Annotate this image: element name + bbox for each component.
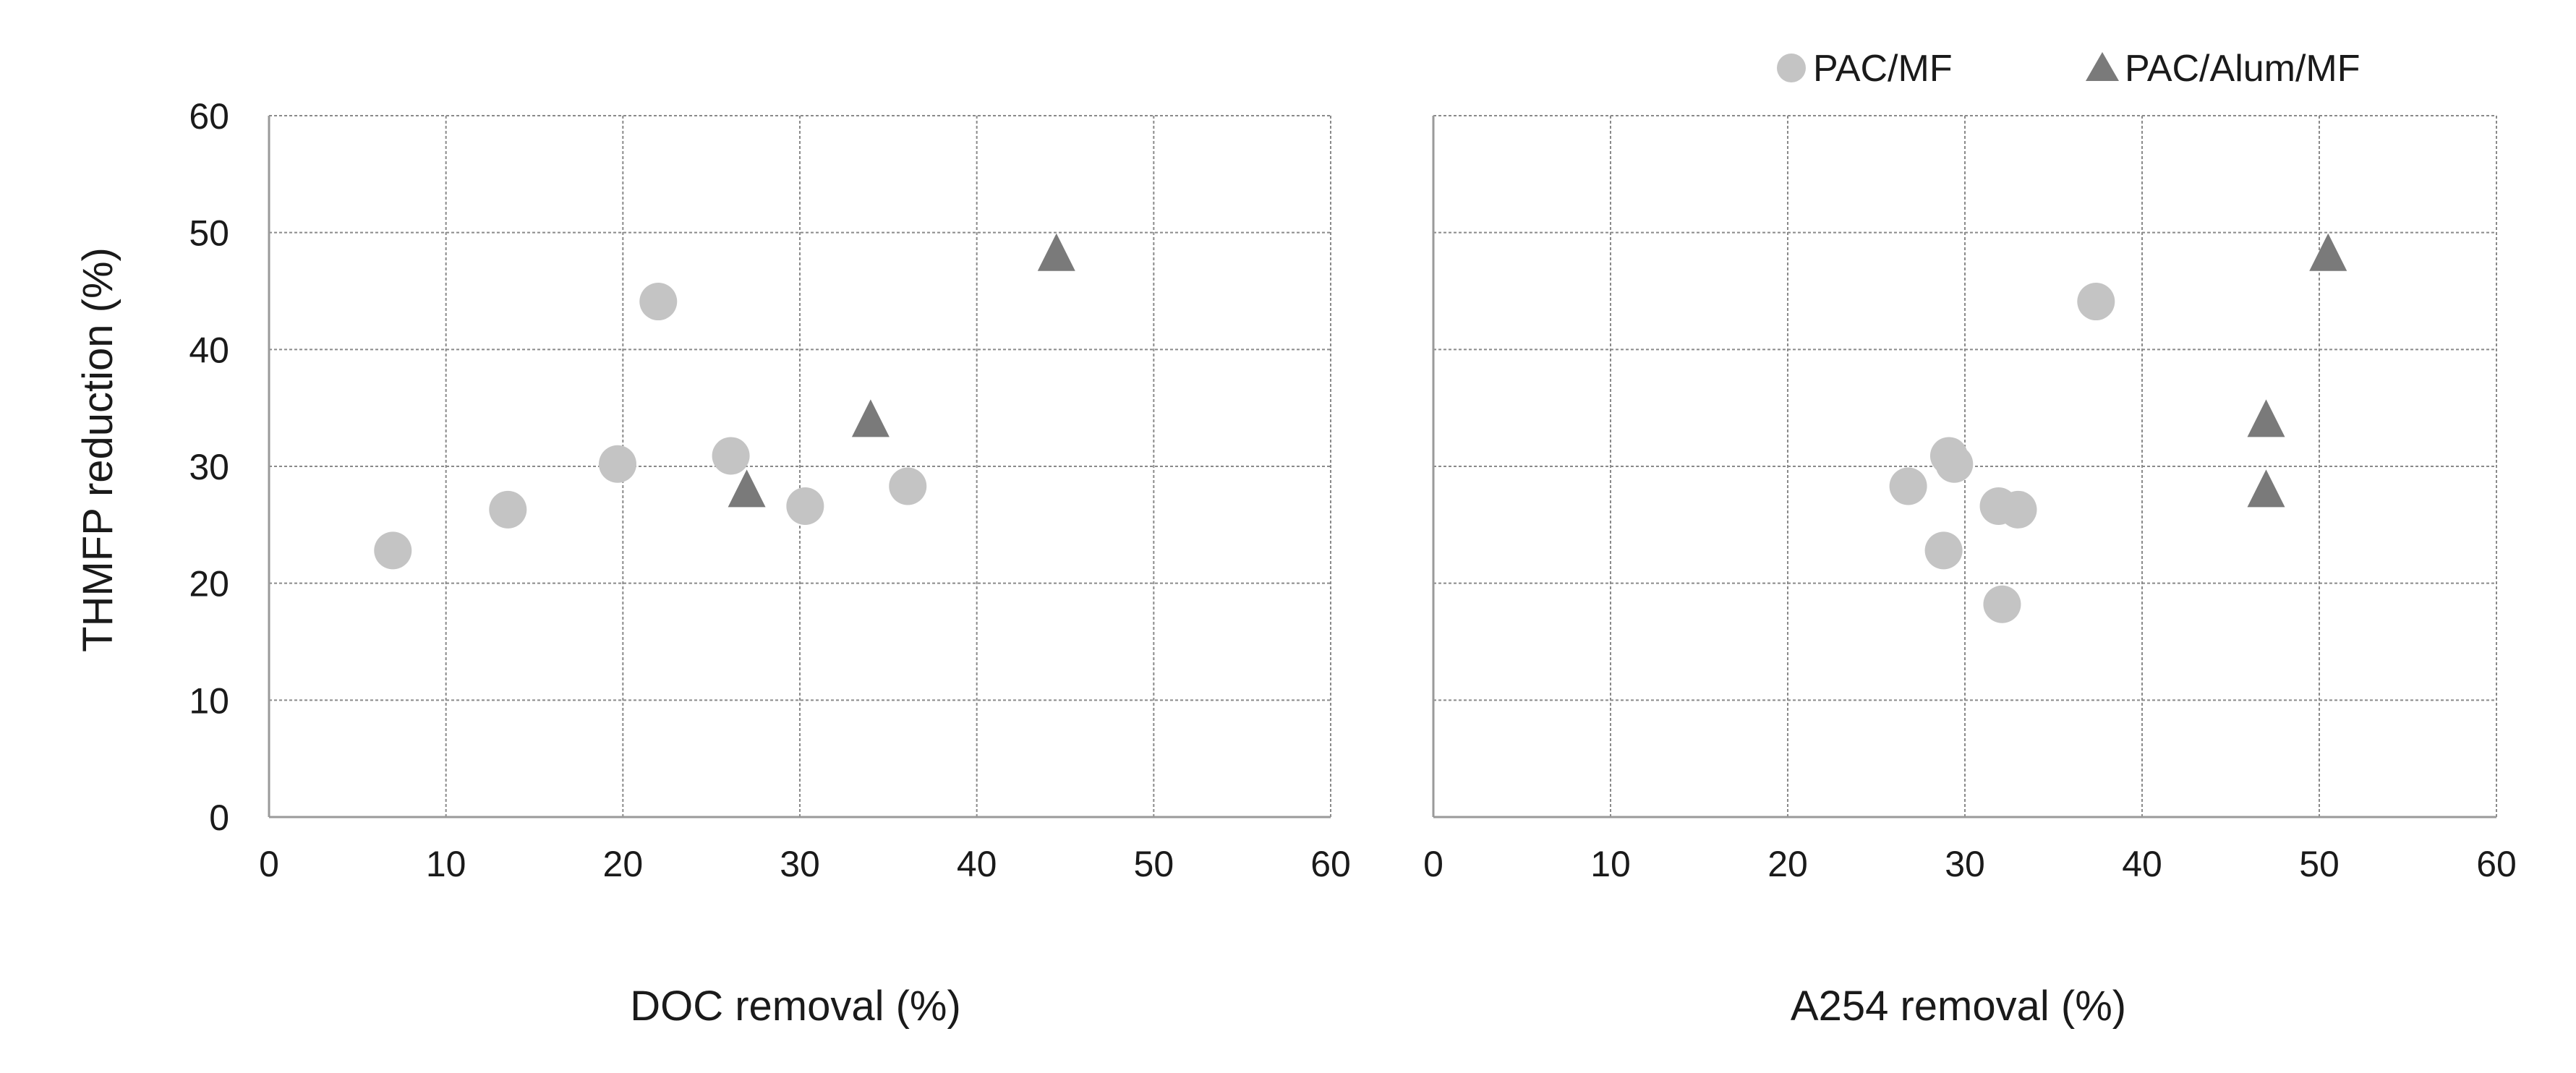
legend: PAC/MF PAC/Alum/MF (1777, 48, 2360, 90)
x-axis-title-doc: DOC removal (%) (630, 983, 961, 1030)
data-point-pac-mf-doc (639, 283, 678, 321)
y-tick-label: 30 (189, 447, 229, 487)
x-tick-label: 30 (1945, 844, 1985, 884)
data-point-pac-alum-mf-a254 (2247, 469, 2285, 508)
x-tick-label: 10 (1590, 844, 1631, 884)
data-point-pac-alum-mf-doc (728, 469, 766, 508)
x-tick-label: 0 (259, 844, 279, 884)
x-tick-label: 10 (426, 844, 466, 884)
x-tick-label: 60 (1310, 844, 1351, 884)
tick-labels-doc: 0 10 20 30 40 50 60 0 10 20 30 40 50 60 (189, 96, 1350, 884)
x-tick-label: 60 (2476, 844, 2517, 884)
data-point-pac-mf-a254 (1983, 585, 2021, 623)
data-points-a254 (1889, 233, 2347, 623)
legend-label-pac-alum-mf: PAC/Alum/MF (2125, 48, 2360, 90)
tick-labels-a254: 0 10 20 30 40 50 60 (1423, 844, 2517, 884)
y-tick-label: 0 (209, 798, 229, 838)
data-point-pac-alum-mf-doc (851, 399, 890, 437)
axes-doc (268, 116, 1331, 818)
y-tick-label: 20 (189, 564, 229, 604)
data-point-pac-mf-doc (786, 487, 824, 525)
data-point-pac-mf-a254 (1889, 467, 1927, 505)
x-tick-label: 30 (780, 844, 820, 884)
x-axis-title-a254: A254 removal (%) (1791, 983, 2126, 1030)
x-tick-label: 50 (1134, 844, 1174, 884)
chart-panel-doc: 0 10 20 30 40 50 60 0 10 20 30 40 50 60 DOC removal (… (74, 96, 1351, 1030)
legend-circle-marker (1777, 54, 1806, 82)
y-tick-label: 60 (189, 96, 229, 137)
legend-triangle-marker (2086, 52, 2119, 81)
x-tick-label: 0 (1423, 844, 1443, 884)
x-tick-label: 20 (603, 844, 644, 884)
data-point-pac-mf-doc (598, 445, 636, 483)
data-point-pac-mf-doc (489, 490, 527, 529)
data-point-pac-mf-doc (889, 467, 927, 505)
legend-label-pac-mf: PAC/MF (1813, 48, 1953, 90)
y-tick-label: 10 (189, 680, 229, 721)
axes-a254 (1432, 116, 2496, 818)
data-points-doc (374, 233, 1075, 570)
data-point-pac-mf-doc (712, 437, 750, 475)
y-axis-title: THMFP reduction (%) (74, 247, 121, 652)
y-tick-label: 40 (189, 330, 229, 370)
x-tick-label: 50 (2299, 844, 2340, 884)
x-tick-label: 20 (1767, 844, 1808, 884)
x-tick-label: 40 (2122, 844, 2162, 884)
data-point-pac-alum-mf-a254 (2247, 399, 2285, 437)
x-tick-label: 40 (957, 844, 997, 884)
legend-item-pac-mf: PAC/MF (1777, 48, 1953, 90)
data-point-pac-alum-mf-a254 (2309, 233, 2347, 271)
data-point-pac-mf-a254 (1999, 490, 2037, 529)
data-point-pac-mf-a254 (1924, 531, 1963, 570)
legend-item-pac-alum-mf: PAC/Alum/MF (2086, 48, 2360, 90)
chart-panel-a254: 0 10 20 30 40 50 60 A254 removal (%) (1423, 115, 2517, 1030)
data-point-pac-mf-a254 (1935, 445, 1974, 483)
data-point-pac-mf-doc (374, 531, 412, 570)
data-point-pac-alum-mf-doc (1037, 233, 1075, 271)
grid-lines-a254 (1433, 115, 2497, 817)
y-tick-label: 50 (189, 213, 229, 254)
data-point-pac-mf-a254 (2077, 283, 2115, 321)
